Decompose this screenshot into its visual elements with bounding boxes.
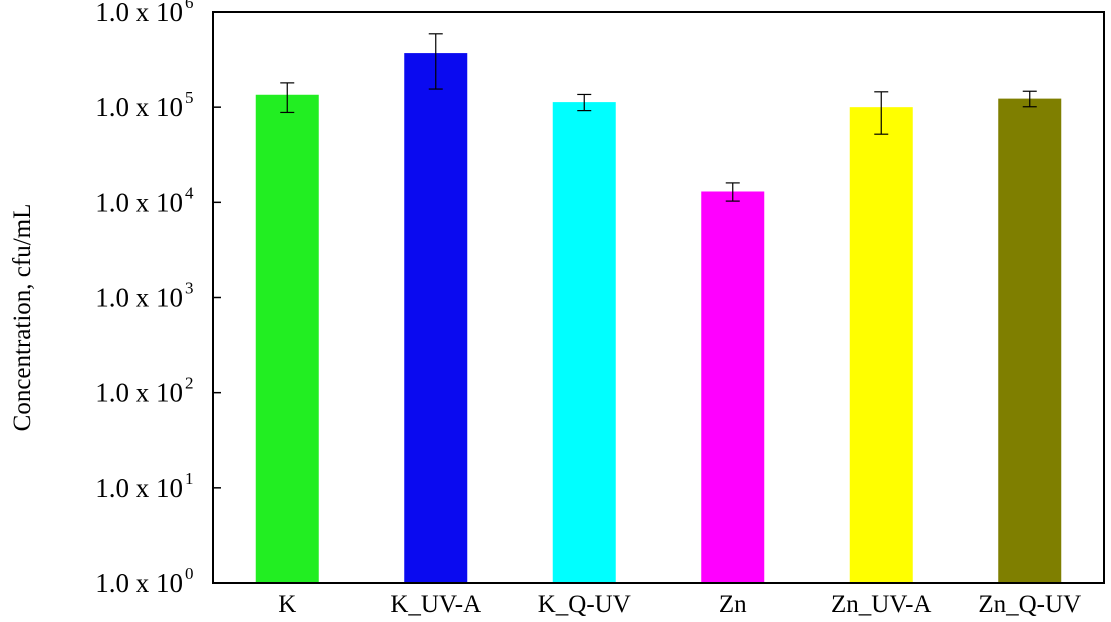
bars-layer [255,53,1062,584]
x-tick-label: K [278,591,296,618]
x-axis-labels: K K_UV-A K_Q-UV Zn Zn_UV-A Zn_Q-UV [278,591,1081,618]
y-tick-label: 1.0 x 10 [95,473,183,503]
x-tick-label: Zn [719,591,747,618]
y-tick-exponent: 5 [185,88,194,107]
bar [701,191,765,583]
error-bars-layer [280,33,1037,202]
y-tick-exponent: 3 [185,279,194,298]
y-tick-label: 1.0 x 10 [95,283,183,313]
bar [552,102,616,584]
y-tick-label: 1.0 x 10 [95,187,183,217]
y-tick-exponent: 1 [185,469,194,488]
y-axis-ticks: 1.0 x 10 01.0 x 10 11.0 x 10 21.0 x 10 31.0 … [95,0,221,598]
y-tick-exponent: 4 [185,183,194,202]
y-tick-exponent: 6 [185,0,194,12]
bar [849,107,913,584]
y-tick-label: 1.0 x 10 [95,92,183,122]
x-tick-label: Zn_Q-UV [978,591,1081,618]
y-tick-label: 1.0 x 10 [95,568,183,598]
y-tick-label: 1.0 x 10 [95,378,183,408]
y-tick-label: 1.0 x 10 [95,0,183,27]
bar [255,94,319,583]
x-tick-label: Zn_UV-A [831,591,931,618]
y-tick-exponent: 2 [185,374,194,393]
bar [404,53,468,584]
y-axis-title: Concentration, cfu/mL [9,204,36,432]
plot-frame [212,11,1105,584]
x-tick-label: K_UV-A [390,591,481,618]
y-tick-exponent: 0 [185,564,194,583]
bar [998,98,1062,584]
x-tick-label: K_Q-UV [538,591,631,618]
